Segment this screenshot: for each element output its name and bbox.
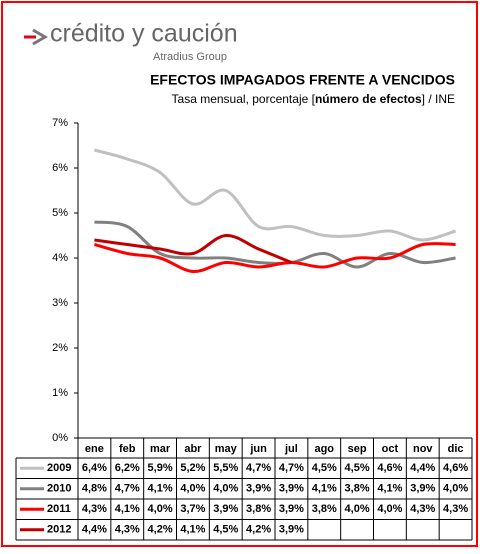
data-label: 4,5% <box>213 524 238 536</box>
data-label: 4,0% <box>213 483 238 495</box>
data-label: 3,8% <box>345 483 370 495</box>
data-label: 3,9% <box>410 483 435 495</box>
data-label: 3,9% <box>213 503 238 515</box>
data-label: 4,6% <box>443 462 468 474</box>
x-tick-label: abr <box>184 443 202 455</box>
data-label: 4,7% <box>115 483 140 495</box>
data-label: 4,1% <box>312 483 337 495</box>
data-label: 6,2% <box>115 462 140 474</box>
data-label: 4,4% <box>82 524 107 536</box>
data-label: 5,2% <box>180 462 205 474</box>
data-label: 6,4% <box>82 462 107 474</box>
data-label: 4,1% <box>180 524 205 536</box>
x-tick-label: jun <box>249 443 267 455</box>
y-tick-label: 4% <box>52 252 68 264</box>
data-label: 4,3% <box>82 503 107 515</box>
data-label: 4,2% <box>148 524 173 536</box>
data-label: 3,9% <box>279 524 304 536</box>
x-tick-label: oct <box>382 443 399 455</box>
x-tick-label: ene <box>85 443 104 455</box>
data-label: 4,3% <box>410 503 435 515</box>
legend-label: 2011 <box>47 503 71 515</box>
x-tick-label: mar <box>150 443 171 455</box>
y-tick-label: 7% <box>52 117 68 129</box>
frame <box>1 1 478 547</box>
data-label: 3,7% <box>180 503 205 515</box>
legend-label: 2009 <box>47 462 71 474</box>
data-label: 5,9% <box>148 462 173 474</box>
subtitle-part: Tasa mensual, porcentaje [ <box>172 92 316 106</box>
data-label: 3,9% <box>279 483 304 495</box>
y-tick-label: 5% <box>52 207 68 219</box>
y-tick-label: 6% <box>52 162 68 174</box>
y-tick-label: 1% <box>52 387 68 399</box>
data-label: 4,6% <box>377 462 402 474</box>
y-tick-label: 0% <box>52 432 68 444</box>
data-label: 4,7% <box>246 462 271 474</box>
series-line <box>94 233 292 264</box>
subtitle-part: ] / INE <box>422 92 455 106</box>
data-label: 4,8% <box>82 483 107 495</box>
brand-name: crédito y caución <box>50 20 238 48</box>
brand-group: Atradius Group <box>153 51 227 63</box>
data-label: 4,1% <box>377 483 402 495</box>
data-label: 4,0% <box>148 503 173 515</box>
y-tick-label: 2% <box>52 342 68 354</box>
data-label: 4,1% <box>148 483 173 495</box>
data-label: 4,0% <box>377 503 402 515</box>
legend-label: 2012 <box>47 524 71 536</box>
data-label: 3,8% <box>312 503 337 515</box>
data-label: 4,0% <box>345 503 370 515</box>
x-tick-label: nov <box>413 443 433 455</box>
logo-mark <box>32 28 48 46</box>
series-line <box>94 242 456 274</box>
x-tick-label: may <box>215 443 238 455</box>
data-label: 3,8% <box>246 503 271 515</box>
data-label: 4,5% <box>345 462 370 474</box>
data-label: 4,0% <box>443 483 468 495</box>
x-tick-label: jul <box>284 443 298 455</box>
data-label: 4,1% <box>115 503 140 515</box>
chart-title: EFECTOS IMPAGADOS FRENTE A VENCIDOS <box>150 72 455 88</box>
chart-subtitle: Tasa mensual, porcentaje [número de efec… <box>172 92 455 106</box>
y-tick-label: 3% <box>52 297 68 309</box>
data-label: 4,3% <box>443 503 468 515</box>
data-label: 4,0% <box>180 483 205 495</box>
data-label: 4,2% <box>246 524 271 536</box>
x-tick-label: sep <box>348 443 367 455</box>
x-tick-label: dic <box>448 443 464 455</box>
x-tick-label: feb <box>119 443 136 455</box>
data-label: 4,5% <box>312 462 337 474</box>
data-label: 3,9% <box>246 483 271 495</box>
data-label: 4,4% <box>410 462 435 474</box>
legend-label: 2010 <box>47 483 71 495</box>
data-label: 4,7% <box>279 462 304 474</box>
data-label: 5,5% <box>213 462 238 474</box>
data-label: 3,9% <box>279 503 304 515</box>
x-tick-label: ago <box>314 443 334 455</box>
subtitle-part: número de efectos <box>315 92 422 106</box>
series-line <box>94 148 457 242</box>
data-label: 4,3% <box>115 524 140 536</box>
